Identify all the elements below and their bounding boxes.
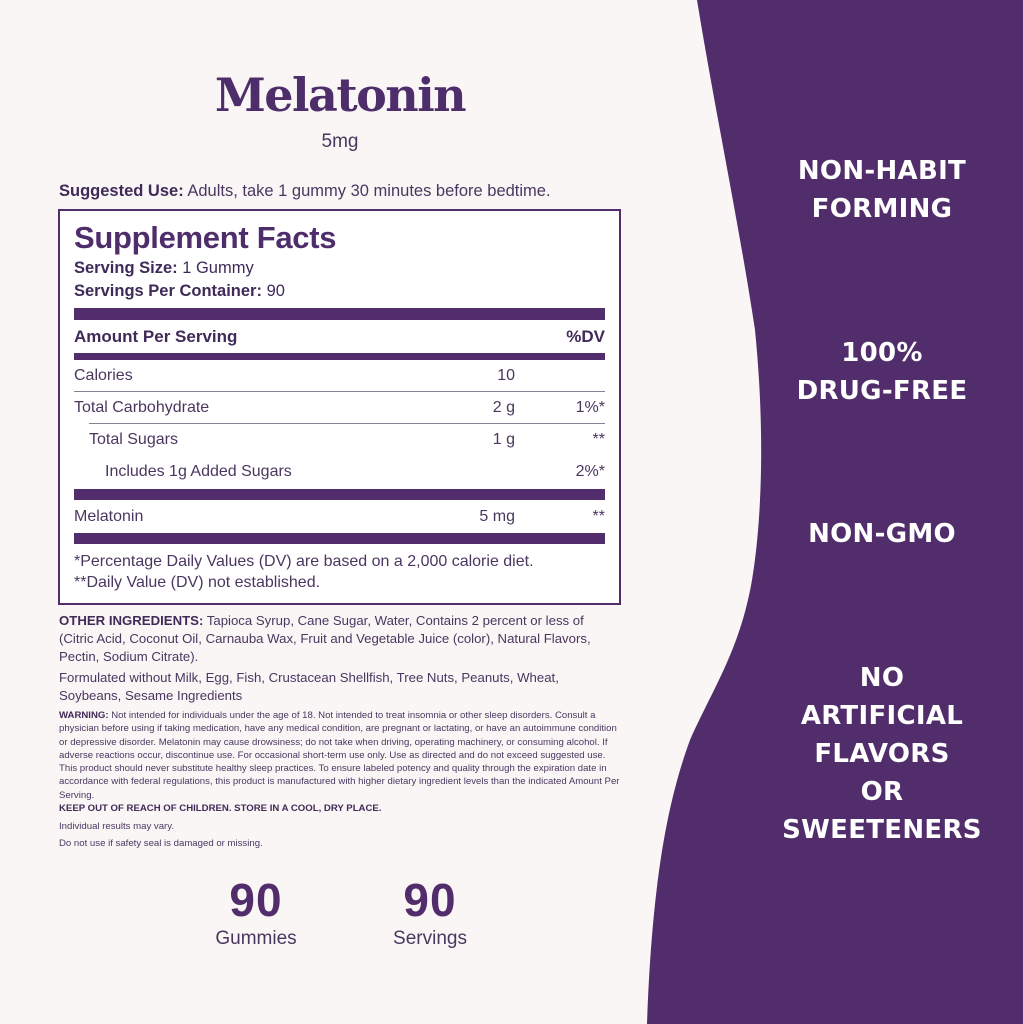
claim-line: 100%: [841, 338, 923, 368]
results-disclaimer: Individual results may vary.: [59, 821, 174, 832]
facts-row-calories: Calories 10: [74, 360, 605, 392]
nutrient-amount: 1 g: [492, 431, 515, 448]
facts-row-total-carbohydrate: Total Carbohydrate 2 g 1%*: [74, 392, 605, 424]
serving-size-value: 1 Gummy: [177, 259, 254, 277]
divider-thick: [74, 308, 605, 320]
suggested-use-text: Adults, take 1 gummy 30 minutes before b…: [183, 182, 551, 200]
active-ingredient-dv: **: [592, 507, 605, 525]
nutrient-label: Includes 1g Added Sugars: [105, 463, 292, 480]
nutrient-amount: 10: [497, 367, 515, 384]
claim-no-artificial: NO ARTIFICIAL FLAVORS OR SWEETENERS: [760, 659, 1004, 849]
active-ingredient-amount: 5 mg: [479, 507, 515, 525]
claim-line: SWEETENERS: [782, 815, 982, 845]
serving-size-label: Serving Size:: [74, 259, 178, 277]
product-strength: 5mg: [321, 131, 359, 152]
claim-non-gmo: NON-GMO: [760, 515, 1004, 553]
claim-drug-free: 100% DRUG-FREE: [760, 334, 1004, 410]
stat-number: 90: [403, 874, 457, 926]
amount-per-serving-header: Amount Per Serving: [74, 326, 238, 346]
facts-row-added-sugars: Includes 1g Added Sugars 2%*: [74, 456, 605, 488]
claim-line: DRUG-FREE: [796, 376, 968, 406]
facts-row-total-sugars: Total Sugars 1 g **: [74, 424, 605, 456]
product-title: Melatonin: [214, 68, 467, 122]
facts-footnotes: *Percentage Daily Values (DV) are based …: [74, 544, 605, 593]
warning-text: WARNING: Not intended for individuals un…: [59, 709, 621, 802]
nutrient-dv: **: [592, 431, 605, 448]
stat-unit: Gummies: [215, 928, 297, 949]
stat-unit: Servings: [393, 928, 467, 949]
nutrient-label: Total Sugars: [89, 431, 178, 448]
servings-per-container: Servings Per Container: 90: [74, 280, 605, 303]
other-ingredients-label: OTHER INGREDIENTS:: [59, 613, 204, 628]
supplement-facts-title: Supplement Facts: [74, 220, 337, 255]
suggested-use: Suggested Use: Adults, take 1 gummy 30 m…: [59, 182, 551, 201]
stat-number: 90: [229, 874, 283, 926]
nutrient-label: Calories: [74, 367, 133, 384]
divider-thick: [74, 489, 605, 500]
nutrient-dv: 2%*: [575, 463, 605, 480]
servings-per-container-value: 90: [261, 282, 285, 300]
ingredients-section: OTHER INGREDIENTS: Tapioca Syrup, Cane S…: [59, 612, 619, 705]
facts-column-headers: Amount Per Serving %DV: [74, 320, 605, 353]
claim-line: NON-GMO: [808, 519, 956, 549]
supplement-facts-panel: Supplement Facts Serving Size: 1 Gummy S…: [58, 209, 621, 605]
serving-size: Serving Size: 1 Gummy: [74, 257, 605, 280]
warning-body: Not intended for individuals under the a…: [59, 710, 620, 801]
stat-servings: 90 Servings: [360, 874, 500, 952]
suggested-use-label: Suggested Use:: [59, 182, 184, 200]
storage-notice: KEEP OUT OF REACH OF CHILDREN. STORE IN …: [59, 803, 382, 814]
footnote-dv-basis: *Percentage Daily Values (DV) are based …: [74, 553, 534, 570]
seal-notice: Do not use if safety seal is damaged or …: [59, 838, 263, 849]
divider-thick: [74, 533, 605, 544]
claim-line: FORMING: [811, 194, 953, 224]
divider-medium: [74, 353, 605, 360]
stat-gummies: 90 Gummies: [186, 874, 326, 952]
facts-row-melatonin: Melatonin 5 mg **: [74, 500, 605, 533]
nutrient-label: Total Carbohydrate: [74, 399, 210, 416]
claim-line: NON-HABIT: [797, 156, 967, 186]
claim-non-habit-forming: NON-HABIT FORMING: [760, 152, 1004, 228]
footnote-dv-not-established: **Daily Value (DV) not established.: [74, 574, 321, 591]
allergen-statement: Formulated without Milk, Egg, Fish, Crus…: [59, 670, 559, 703]
claim-line: ARTIFICIAL: [800, 701, 964, 731]
claim-line: OR: [860, 777, 904, 807]
nutrient-dv: 1%*: [575, 399, 605, 416]
servings-per-container-label: Servings Per Container:: [74, 282, 262, 300]
dv-header: %DV: [566, 326, 605, 346]
active-ingredient-label: Melatonin: [74, 507, 144, 525]
warning-label: WARNING:: [59, 710, 109, 721]
claim-line: FLAVORS: [814, 739, 950, 769]
other-ingredients-text: Tapioca Syrup, Cane Sugar, Water, Contai…: [59, 613, 591, 664]
nutrient-amount: 2 g: [492, 399, 515, 416]
other-ingredients: OTHER INGREDIENTS: Tapioca Syrup, Cane S…: [59, 612, 619, 666]
claim-line: NO: [859, 663, 905, 693]
